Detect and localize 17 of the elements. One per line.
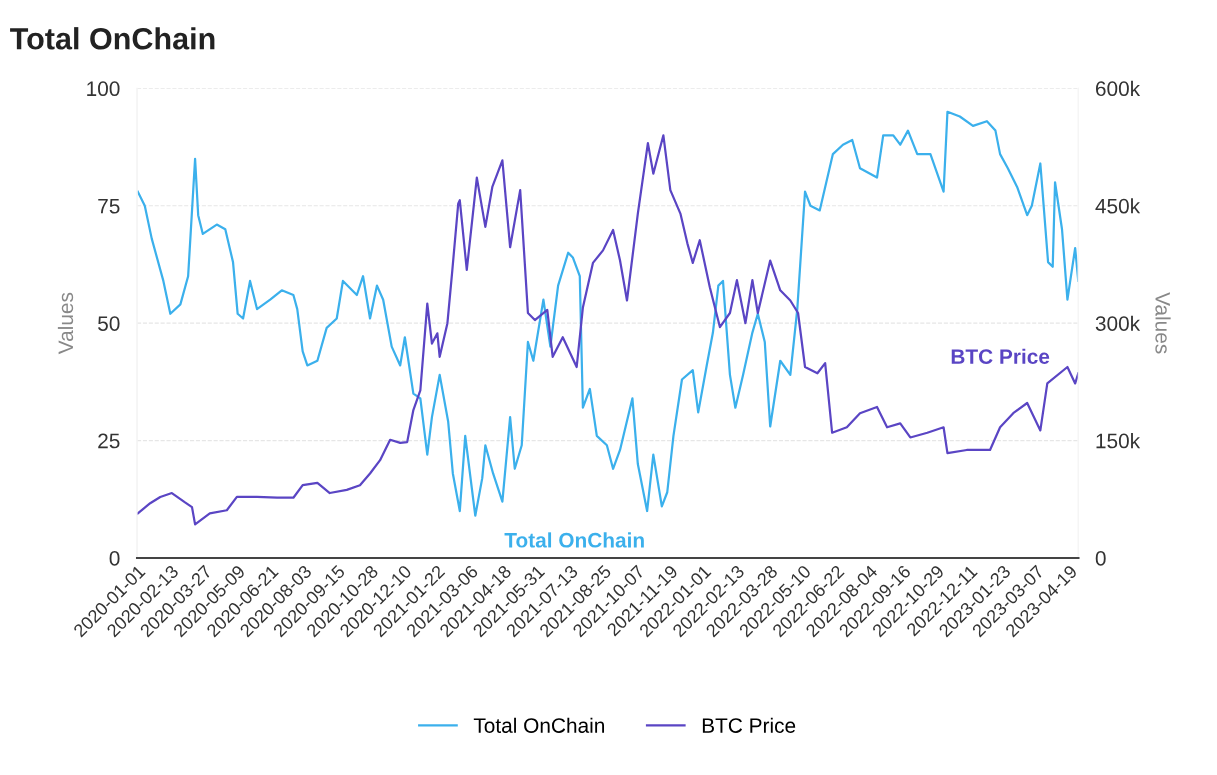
y2-tick-label: 300k (1095, 315, 1141, 331)
y2-tick-label: 450k (1095, 198, 1141, 214)
legend-label: BTC Price (702, 717, 796, 733)
y-tick-label: 75 (98, 198, 120, 214)
y-tick-label: 25 (98, 433, 120, 449)
chart-title: Total OnChain (10, 27, 215, 50)
annotation: Total OnChain (504, 532, 644, 548)
y2-tick-label: 0 (1095, 551, 1106, 566)
y2-tick-label: 600k (1095, 80, 1141, 97)
y-axis-title: Values (57, 292, 74, 355)
y-tick-label: 50 (98, 316, 120, 331)
legend-label: Total OnChain (473, 717, 605, 733)
y2-axis-title: Values (1155, 292, 1171, 354)
annotation: BTC Price (951, 348, 1050, 364)
y-tick-label: 0 (109, 551, 120, 566)
y2-tick-label: 150k (1096, 433, 1141, 449)
y-tick-label: 100 (87, 81, 120, 97)
